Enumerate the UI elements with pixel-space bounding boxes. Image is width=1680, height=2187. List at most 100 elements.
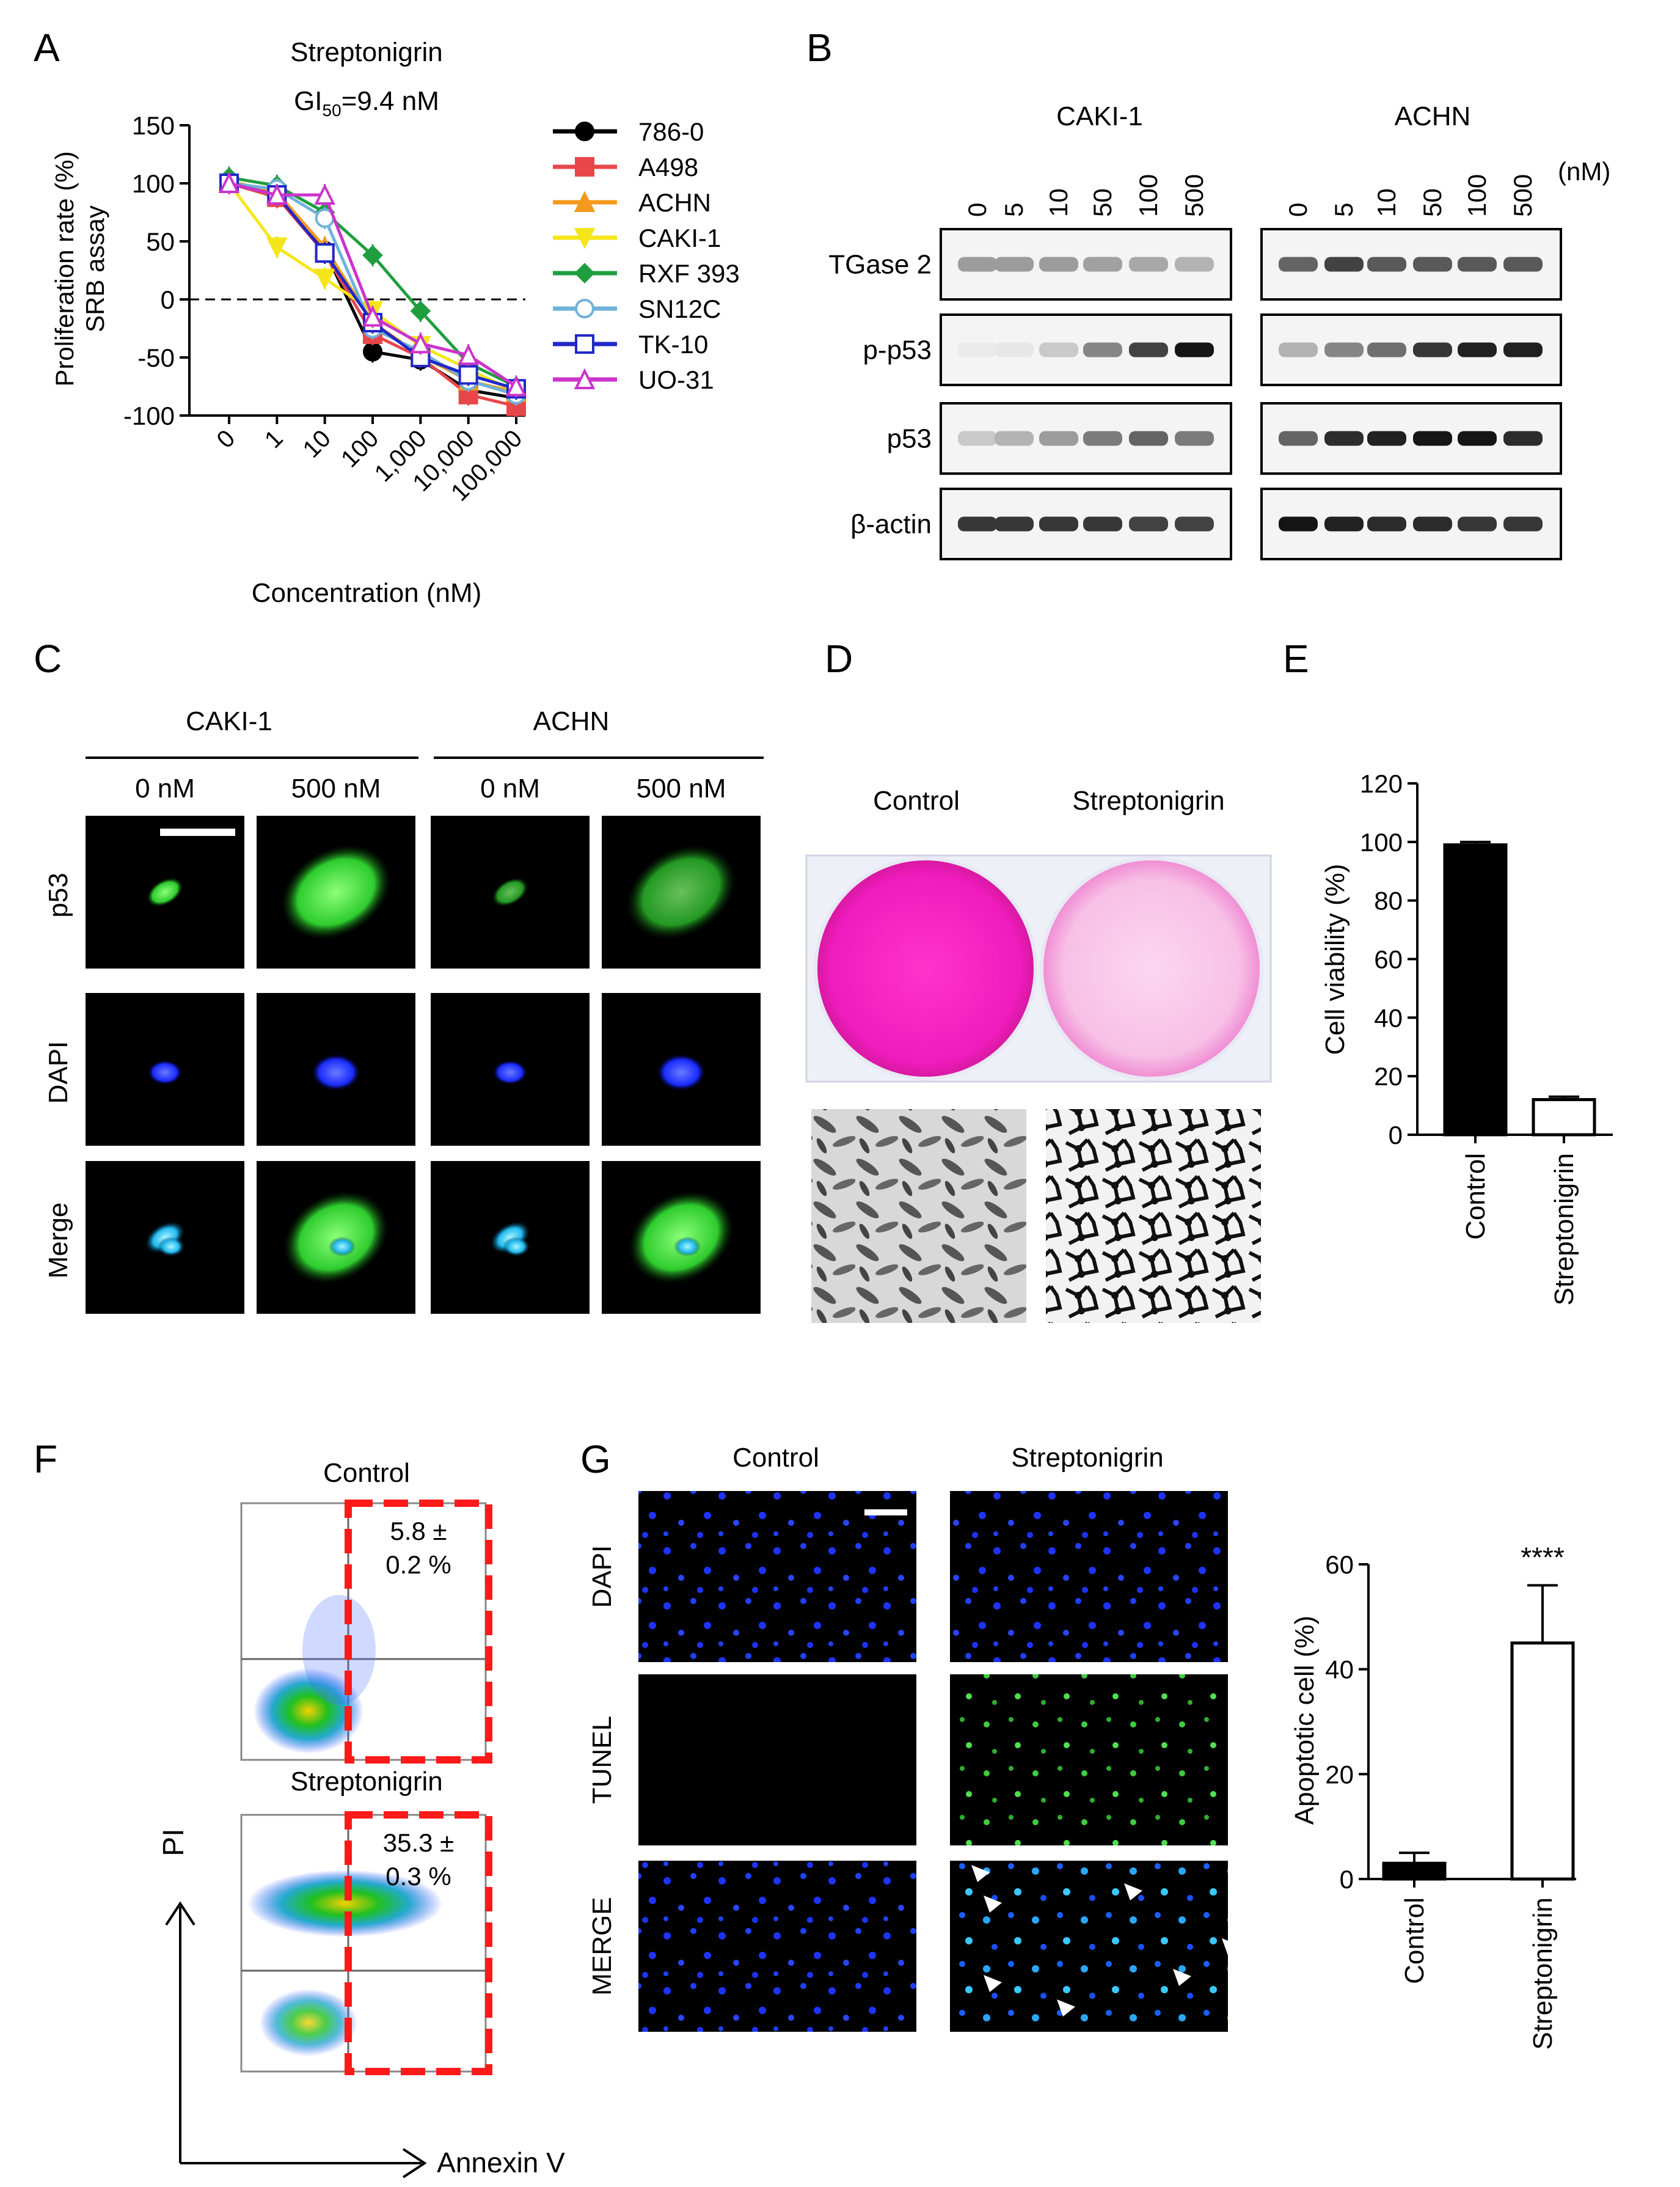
dose-label: 5 <box>1329 203 1358 217</box>
flow-plot-title: Streptonigrin <box>290 1767 442 1797</box>
data-point-marker <box>266 183 288 205</box>
apoptotic-arrowhead <box>984 1896 1002 1913</box>
blot-row: TGase 2 <box>828 228 1562 301</box>
blot-band <box>1175 431 1214 446</box>
dose-label: 50 <box>1418 188 1447 217</box>
if-row-label: DAPI <box>43 1041 73 1104</box>
proliferation-legend: 786-0 A498 ACHN CAKI-1 RXF 393 SN12C TK-10 UO-3… <box>553 117 740 394</box>
legend-label: SN12C <box>638 295 721 323</box>
arrow-head <box>402 2148 427 2178</box>
arrow-head <box>165 1901 195 1926</box>
if-condition-label: 0 nM <box>135 774 195 804</box>
micrograph-control <box>811 1109 1026 1323</box>
y-axis-label: Proliferation rate (%) <box>50 151 79 386</box>
tunel-image <box>638 1674 916 1845</box>
dose-label: 5 <box>999 203 1028 217</box>
annexin-axis-label: Annexin V <box>437 2147 565 2178</box>
panel-label-b: B <box>806 26 833 70</box>
panel-label-a: A <box>34 26 60 70</box>
panel-d-label-control: Control <box>873 786 960 816</box>
y-tick-label: 40 <box>1374 1003 1403 1032</box>
gate-value: 0.3 % <box>385 1862 451 1891</box>
panel-label-g: G <box>580 1437 611 1481</box>
blot-row-label: p-p53 <box>863 335 932 365</box>
cell-signal <box>147 877 183 907</box>
data-point-marker <box>362 244 383 266</box>
series-uo-31 <box>218 172 527 398</box>
bar <box>1382 1861 1447 1881</box>
dish-streptonigrin <box>1040 857 1263 1080</box>
blot-band <box>1413 257 1452 272</box>
x-axis-label: Concentration (nM) <box>252 578 482 608</box>
bar <box>1532 1098 1596 1137</box>
cell-signal <box>629 1191 734 1284</box>
blot-band <box>1279 257 1318 272</box>
tunel-row-label: MERGE <box>587 1897 617 1995</box>
data-point-marker <box>410 332 431 354</box>
if-group-label: ACHN <box>533 706 610 736</box>
cell-signal <box>492 877 528 907</box>
data-point-marker <box>574 368 596 389</box>
x-tick-label: Control <box>1400 1897 1430 1984</box>
y-tick-label: 40 <box>1325 1655 1354 1684</box>
series-tk-10 <box>219 172 526 400</box>
blot-band <box>958 516 997 532</box>
panel-a: Streptonigrin GI50=9.4 nM 150100500-50-1… <box>50 37 740 608</box>
blot-row: p53 <box>887 402 1562 475</box>
tunel-image <box>950 1861 1228 2032</box>
blot-band <box>1279 431 1318 446</box>
data-point-marker <box>218 172 240 193</box>
panel-g-tunel: Control Streptonigrin DAPI TUNEL MERGE <box>587 1443 1240 2032</box>
dose-label: 50 <box>1088 188 1117 217</box>
apoptotic-gate <box>345 1500 492 1764</box>
blot-row: β-actin <box>850 488 1562 560</box>
blot-band <box>1324 431 1364 446</box>
flow-plot: Streptonigrin 35.3 ± 0.3 % <box>240 1767 492 2075</box>
x-tick-label: Control <box>1461 1153 1491 1240</box>
data-point-marker <box>575 157 594 177</box>
if-group-label: CAKI-1 <box>186 706 272 736</box>
blot-band <box>1083 431 1122 446</box>
apoptotic-arrowhead <box>1124 1883 1142 1900</box>
y-tick-label: 100 <box>132 169 175 198</box>
tunel-condition-label: Control <box>732 1443 819 1473</box>
blot-band <box>995 516 1034 532</box>
if-row-label: p53 <box>43 873 73 917</box>
data-point-marker <box>410 301 431 321</box>
y-tick-label: 60 <box>1374 945 1403 974</box>
gate-value: 0.2 % <box>385 1550 451 1579</box>
blot-band <box>1458 257 1497 272</box>
blot-row: p-p53 <box>863 313 1562 386</box>
blot-band <box>1279 342 1318 357</box>
apoptotic-arrowhead <box>971 1865 990 1882</box>
panel-d-crystal-violet: Control Streptonigrin <box>805 786 1272 1323</box>
tunel-image <box>638 1861 916 2032</box>
tunel-image <box>950 1674 1228 1845</box>
nucleus-signal <box>148 1060 182 1085</box>
legend-label: 786-0 <box>638 117 704 146</box>
if-condition-label: 500 nM <box>291 774 381 804</box>
blot-band <box>1083 342 1122 357</box>
dose-label: 10 <box>1372 188 1401 217</box>
panel-c-immunofluorescence: CAKI-1 ACHN 0 nM 500 nM 0 nM 500 nM p53 DAPI Mer… <box>43 706 764 1314</box>
blot-band <box>1503 516 1543 532</box>
blot-band <box>958 342 997 357</box>
blot-band <box>995 431 1034 446</box>
legend-item: UO-31 <box>553 365 714 394</box>
dose-label: 0 <box>963 203 992 217</box>
y-tick-label: 150 <box>132 111 175 140</box>
tunel-row-label: TUNEL <box>587 1716 617 1804</box>
y-tick-label: 100 <box>1360 828 1403 857</box>
y-tick-label: 50 <box>146 227 175 256</box>
bar <box>1443 843 1508 1137</box>
blot-band <box>1367 257 1406 272</box>
nucleus-signal <box>674 1237 701 1256</box>
y-tick-label: -50 <box>137 343 175 372</box>
blot-band <box>1039 431 1078 446</box>
data-point-marker <box>575 334 594 354</box>
apoptotic-arrowhead <box>1057 1999 1075 2017</box>
significance-label: **** <box>1521 1541 1565 1573</box>
tunel-row-label: DAPI <box>587 1545 617 1608</box>
